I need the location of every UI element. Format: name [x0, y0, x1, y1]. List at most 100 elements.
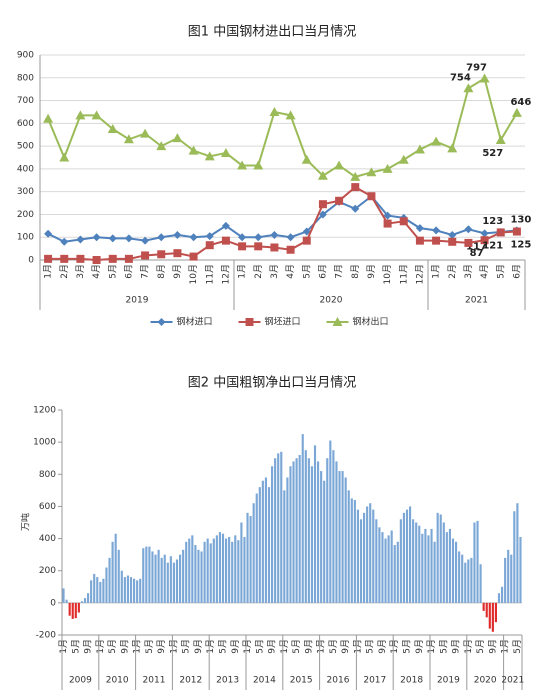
- bar: [86, 593, 90, 603]
- x-tick-label: 11月: [204, 264, 215, 284]
- bar: [424, 528, 427, 603]
- bar: [476, 520, 479, 603]
- point: [221, 221, 230, 230]
- y-tick-label: 600: [39, 502, 56, 512]
- data-label: 123: [482, 216, 503, 227]
- bar: [491, 602, 494, 632]
- point: [221, 236, 230, 245]
- bar: [439, 514, 442, 603]
- data-label: 125: [510, 240, 531, 251]
- bar: [188, 538, 191, 603]
- y-tick-label: 0: [28, 256, 34, 266]
- point: [124, 234, 133, 243]
- bar: [200, 551, 203, 603]
- bar: [283, 490, 286, 603]
- x-tick-label: 5月: [365, 639, 376, 654]
- group-label: 2020: [320, 296, 343, 306]
- bar: [154, 554, 157, 603]
- bar: [178, 554, 182, 603]
- bar: [356, 509, 360, 603]
- x-tick-label: 5月: [181, 639, 192, 654]
- bar: [387, 535, 390, 603]
- bar: [362, 512, 366, 603]
- point: [351, 204, 360, 213]
- point: [448, 230, 457, 239]
- bar: [218, 532, 222, 603]
- bar: [182, 549, 185, 603]
- point: [245, 318, 254, 326]
- y-tick-label: 600: [17, 119, 34, 129]
- bar: [145, 546, 148, 603]
- bar: [148, 546, 151, 603]
- bar: [473, 522, 476, 603]
- x-tick-label: 1月: [279, 639, 290, 654]
- group-label: 2010: [106, 676, 129, 686]
- data-label: 754: [450, 72, 471, 83]
- point: [172, 133, 183, 143]
- bar: [77, 602, 80, 613]
- bar: [516, 503, 519, 603]
- bar: [485, 602, 488, 618]
- group-label: 2015: [290, 676, 313, 686]
- point: [432, 226, 441, 235]
- bar: [252, 503, 255, 603]
- point: [107, 124, 118, 134]
- x-tick-label: 6月: [123, 264, 134, 279]
- x-tick-label: 8月: [350, 264, 361, 279]
- point: [447, 143, 458, 153]
- point: [351, 183, 360, 192]
- point: [220, 147, 231, 157]
- x-tick-label: 5月: [254, 639, 265, 654]
- x-tick-label: 1月: [463, 639, 474, 654]
- point: [204, 151, 215, 161]
- y-tick-label: 300: [17, 187, 34, 197]
- point: [123, 134, 134, 144]
- bar: [194, 545, 197, 603]
- legend-label: 钢材出口: [353, 316, 389, 328]
- point: [254, 233, 263, 242]
- bar: [295, 458, 298, 603]
- bar: [359, 519, 363, 603]
- bar: [332, 450, 335, 603]
- point: [157, 233, 166, 242]
- x-tick-label: 3月: [75, 264, 86, 279]
- bar: [71, 602, 74, 619]
- point: [44, 229, 53, 238]
- x-tick-label: 5月: [301, 264, 312, 279]
- x-tick-label: 11月: [398, 264, 409, 284]
- x-tick-label: 6月: [317, 264, 328, 279]
- data-label: 117: [466, 241, 487, 252]
- point: [108, 234, 117, 243]
- group-label: 2019: [437, 676, 460, 686]
- chart-title: 图1 中国钢材进出口当月情况: [188, 25, 356, 40]
- y-tick-label: 900: [17, 51, 34, 61]
- bar: [83, 598, 87, 603]
- y-axis-label: 万吨: [20, 513, 32, 531]
- bar: [234, 535, 237, 603]
- point: [285, 110, 296, 120]
- bar: [221, 533, 225, 603]
- point: [173, 230, 182, 239]
- point: [464, 225, 473, 234]
- y-tick-label: 0: [50, 598, 56, 608]
- bar: [335, 461, 338, 603]
- bar: [114, 533, 117, 603]
- bar: [304, 450, 307, 603]
- bar: [390, 530, 393, 603]
- x-tick-label: 10月: [382, 264, 393, 284]
- series-line: [48, 185, 517, 262]
- point: [431, 136, 442, 146]
- bar: [464, 562, 467, 603]
- point: [156, 141, 167, 151]
- point: [157, 318, 166, 326]
- point: [496, 228, 505, 237]
- x-tick-label: 1月: [242, 639, 253, 654]
- bar: [280, 451, 283, 603]
- bar: [117, 549, 120, 603]
- point: [480, 236, 489, 245]
- data-label: 527: [482, 148, 503, 159]
- group-label: 2019: [126, 296, 149, 306]
- bar: [102, 578, 105, 603]
- bar: [129, 577, 133, 603]
- bar: [341, 471, 344, 603]
